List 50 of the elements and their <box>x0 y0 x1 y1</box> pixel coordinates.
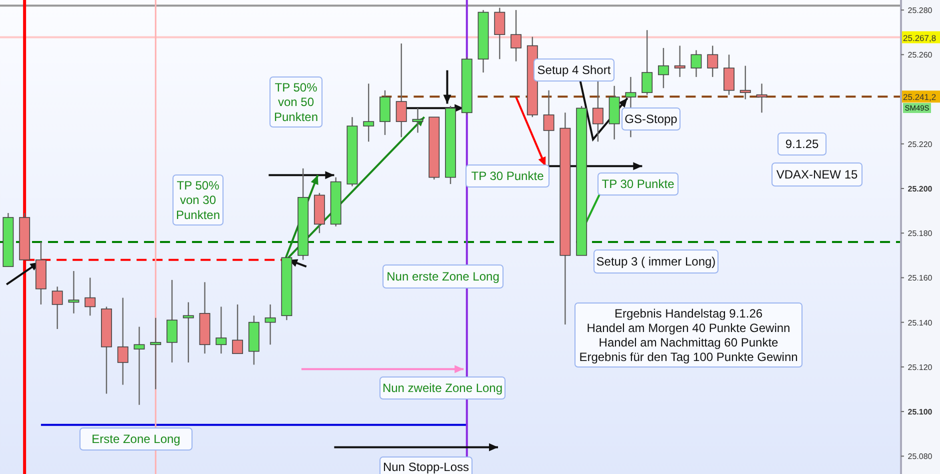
candlestick <box>232 304 244 354</box>
y-tick-label: 25.180 <box>908 229 933 238</box>
candlestick <box>690 50 702 78</box>
annotation: TP 30 Punkte <box>602 177 675 192</box>
candlestick <box>724 54 734 96</box>
candlestick <box>166 279 178 364</box>
candlestick <box>84 277 96 316</box>
candlestick <box>52 286 63 330</box>
candlestick <box>396 42 407 138</box>
candlestick <box>642 30 653 96</box>
annotation: Setup 4 Short <box>537 63 612 78</box>
candlestick <box>494 7 506 60</box>
candlestick <box>150 317 162 390</box>
annotation: GS-Stopp <box>624 112 678 126</box>
candlestick <box>68 270 80 314</box>
candlestick <box>658 47 669 89</box>
candlestick <box>264 304 276 346</box>
annotation: Nun zweite Zone Long <box>382 381 503 396</box>
annotation: TP 30 Punkte <box>471 169 544 184</box>
annotation: 9.1.25 <box>785 137 819 152</box>
candlestick <box>707 45 718 78</box>
candlestick <box>363 83 374 142</box>
ref-line-label: 25.241,2 <box>903 92 936 102</box>
annotation: TP 50% von 30 Punkten <box>176 178 220 222</box>
y-tick-label: 25.120 <box>908 362 933 372</box>
candlestick <box>592 78 604 142</box>
y-tick-label: 25.200 <box>908 184 933 194</box>
y-tick-label: 25.080 <box>908 452 933 462</box>
y-tick-label: 25.140 <box>908 318 933 328</box>
candlestick <box>510 9 522 62</box>
annotation: Nun Stopp-Loss <box>382 460 470 474</box>
y-tick-label: 25.160 <box>908 274 933 283</box>
annotation: Setup 3 ( immer Long) <box>596 254 716 269</box>
y-tick-label: 25.100 <box>908 408 933 417</box>
candlestick <box>134 326 145 406</box>
annotation: Erste Zone Long <box>92 432 180 446</box>
annotation: Ergebnis Handelstag 9.1.26 Handel am Morgen 40 Punkte Gewinn Handel am Nachmittag 60 Punkte Ergebnis für den Tag 100 Punkte Gewinn <box>579 306 798 364</box>
candlestick <box>117 297 128 386</box>
annotation: Nun erste Zone Long <box>386 270 500 284</box>
annotation: TP 50% von 50 Punkten <box>274 80 318 124</box>
candlestick <box>756 83 768 114</box>
y-tick-label: 25.260 <box>908 50 933 60</box>
candlestick <box>182 302 194 364</box>
ref-line-label: 25.267,8 <box>903 32 936 43</box>
y-tick-label: 25.220 <box>908 140 933 149</box>
candlestick <box>674 45 686 78</box>
candlestick <box>216 306 227 354</box>
y-tick-label: 25.280 <box>908 6 933 16</box>
candlestick <box>740 65 751 100</box>
annotation: VDAX-NEW 15 <box>776 168 858 182</box>
